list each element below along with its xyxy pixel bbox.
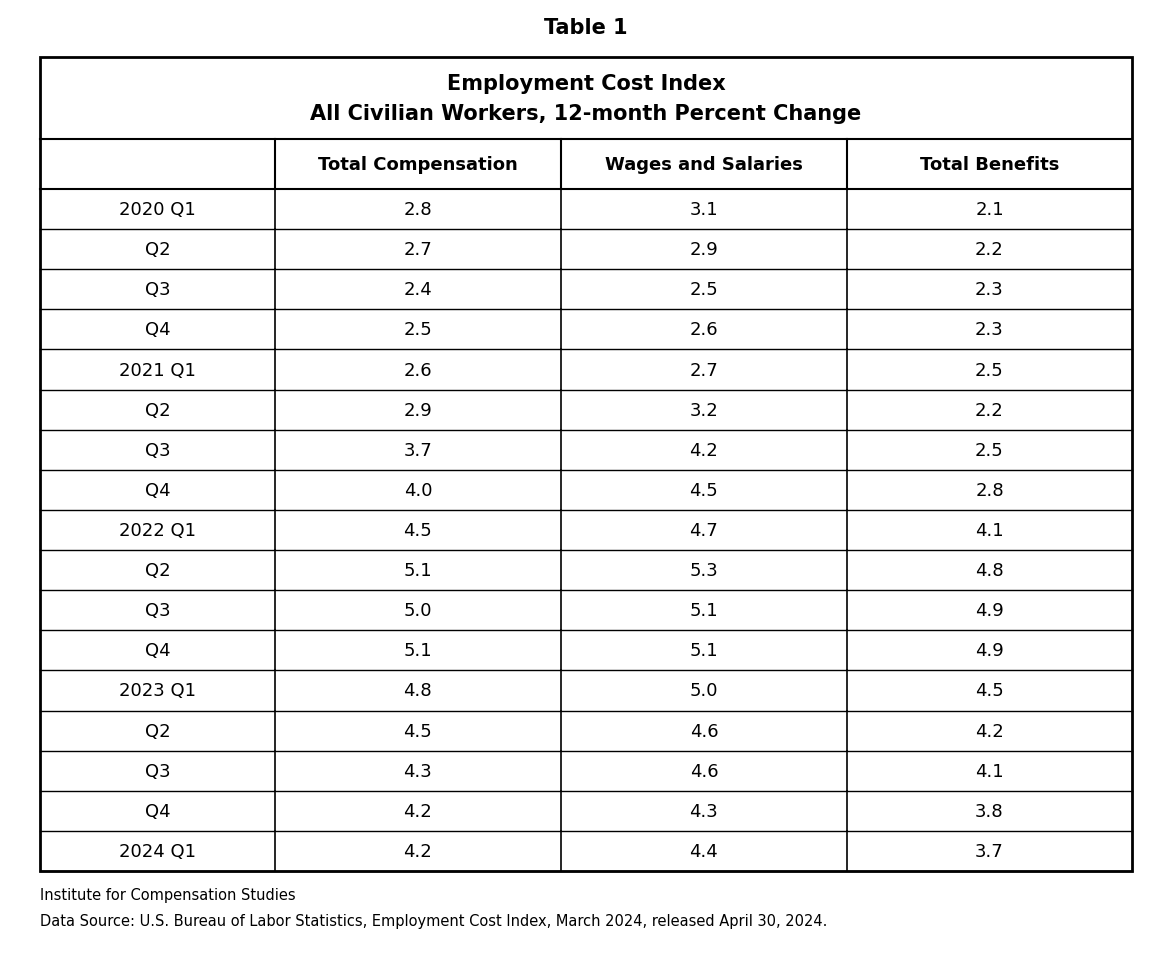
Text: 2024 Q1: 2024 Q1 bbox=[118, 842, 196, 860]
Text: 2.1: 2.1 bbox=[975, 201, 1003, 219]
Text: 4.6: 4.6 bbox=[689, 721, 718, 740]
Text: 5.1: 5.1 bbox=[689, 601, 718, 619]
Text: 2.5: 2.5 bbox=[975, 361, 1004, 379]
Text: 4.4: 4.4 bbox=[689, 842, 718, 860]
Text: 2.5: 2.5 bbox=[975, 441, 1004, 459]
Text: 2022 Q1: 2022 Q1 bbox=[118, 521, 196, 539]
Text: 3.2: 3.2 bbox=[689, 401, 718, 419]
Text: 4.5: 4.5 bbox=[689, 481, 718, 499]
Text: 4.6: 4.6 bbox=[689, 761, 718, 780]
Text: 3.8: 3.8 bbox=[975, 802, 1003, 820]
Text: Employment Cost Index: Employment Cost Index bbox=[447, 74, 725, 94]
Text: 2.5: 2.5 bbox=[403, 321, 432, 339]
Text: Institute for Compensation Studies: Institute for Compensation Studies bbox=[40, 887, 295, 902]
Bar bbox=[40, 58, 1132, 871]
Text: 3.7: 3.7 bbox=[403, 441, 432, 459]
Text: 2.2: 2.2 bbox=[975, 401, 1004, 419]
Text: Q2: Q2 bbox=[144, 721, 170, 740]
Text: 3.1: 3.1 bbox=[689, 201, 718, 219]
Text: Q3: Q3 bbox=[144, 281, 170, 299]
Text: 4.7: 4.7 bbox=[689, 521, 718, 539]
Text: 4.3: 4.3 bbox=[403, 761, 432, 780]
Text: 2.2: 2.2 bbox=[975, 241, 1004, 259]
Text: Q3: Q3 bbox=[144, 601, 170, 619]
Text: 4.5: 4.5 bbox=[975, 681, 1004, 700]
Text: Total Compensation: Total Compensation bbox=[318, 156, 518, 173]
Text: Q4: Q4 bbox=[144, 481, 170, 499]
Text: 2.7: 2.7 bbox=[403, 241, 432, 259]
Text: 2.8: 2.8 bbox=[975, 481, 1003, 499]
Text: Q4: Q4 bbox=[144, 641, 170, 659]
Text: 2.4: 2.4 bbox=[403, 281, 432, 299]
Text: 5.1: 5.1 bbox=[403, 641, 432, 659]
Text: 5.3: 5.3 bbox=[689, 561, 718, 579]
Text: Wages and Salaries: Wages and Salaries bbox=[605, 156, 803, 173]
Text: 5.0: 5.0 bbox=[689, 681, 718, 700]
Text: 2023 Q1: 2023 Q1 bbox=[118, 681, 196, 700]
Text: 2.5: 2.5 bbox=[689, 281, 718, 299]
Text: All Civilian Workers, 12-month Percent Change: All Civilian Workers, 12-month Percent C… bbox=[311, 104, 861, 124]
Text: 4.2: 4.2 bbox=[403, 802, 432, 820]
Text: 4.9: 4.9 bbox=[975, 641, 1004, 659]
Text: Q2: Q2 bbox=[144, 241, 170, 259]
Text: 5.1: 5.1 bbox=[689, 641, 718, 659]
Text: 2.7: 2.7 bbox=[689, 361, 718, 379]
Text: 2.6: 2.6 bbox=[403, 361, 432, 379]
Text: Q2: Q2 bbox=[144, 401, 170, 419]
Text: 2.3: 2.3 bbox=[975, 281, 1004, 299]
Text: 4.8: 4.8 bbox=[975, 561, 1003, 579]
Text: Q3: Q3 bbox=[144, 761, 170, 780]
Text: 2.3: 2.3 bbox=[975, 321, 1004, 339]
Text: 2021 Q1: 2021 Q1 bbox=[118, 361, 196, 379]
Text: 2020 Q1: 2020 Q1 bbox=[120, 201, 196, 219]
Text: Q3: Q3 bbox=[144, 441, 170, 459]
Text: Table 1: Table 1 bbox=[544, 18, 628, 38]
Text: 4.2: 4.2 bbox=[403, 842, 432, 860]
Text: 2.9: 2.9 bbox=[403, 401, 432, 419]
Text: 5.0: 5.0 bbox=[403, 601, 432, 619]
Text: 2.9: 2.9 bbox=[689, 241, 718, 259]
Text: Q4: Q4 bbox=[144, 802, 170, 820]
Text: 4.0: 4.0 bbox=[403, 481, 432, 499]
Text: Data Source: U.S. Bureau of Labor Statistics, Employment Cost Index, March 2024,: Data Source: U.S. Bureau of Labor Statis… bbox=[40, 913, 827, 928]
Text: Total Benefits: Total Benefits bbox=[920, 156, 1059, 173]
Text: 2.8: 2.8 bbox=[403, 201, 432, 219]
Text: 4.9: 4.9 bbox=[975, 601, 1004, 619]
Text: 4.3: 4.3 bbox=[689, 802, 718, 820]
Text: Q2: Q2 bbox=[144, 561, 170, 579]
Text: 4.2: 4.2 bbox=[975, 721, 1004, 740]
Text: 4.8: 4.8 bbox=[403, 681, 432, 700]
Text: 4.5: 4.5 bbox=[403, 721, 432, 740]
Text: 4.5: 4.5 bbox=[403, 521, 432, 539]
Text: 4.1: 4.1 bbox=[975, 521, 1003, 539]
Text: 5.1: 5.1 bbox=[403, 561, 432, 579]
Text: Q4: Q4 bbox=[144, 321, 170, 339]
Text: 3.7: 3.7 bbox=[975, 842, 1004, 860]
Text: 4.2: 4.2 bbox=[689, 441, 718, 459]
Text: 4.1: 4.1 bbox=[975, 761, 1003, 780]
Text: 2.6: 2.6 bbox=[689, 321, 718, 339]
